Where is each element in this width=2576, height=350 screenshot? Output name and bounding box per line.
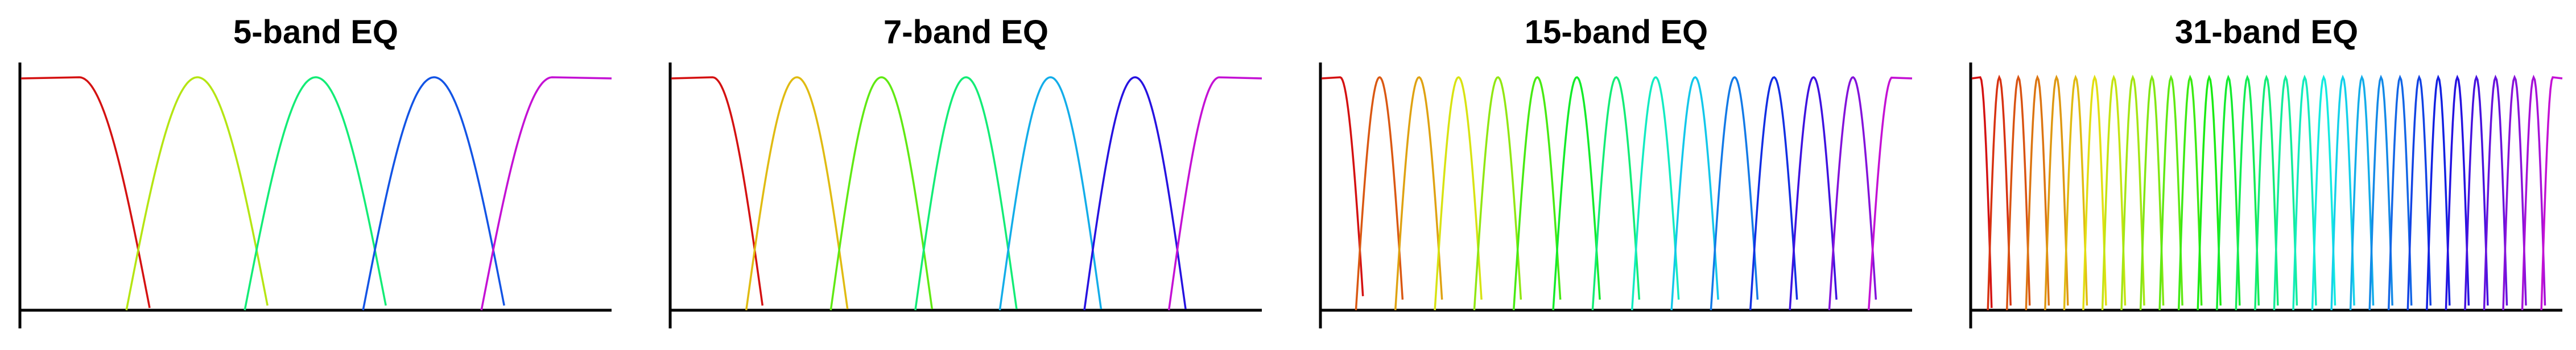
eq-panel: 31-band EQ (1969, 14, 2563, 328)
band-curve (2330, 74, 2355, 311)
band-curve (2254, 74, 2279, 311)
band-curve (2483, 74, 2508, 311)
band-curve (2216, 74, 2241, 311)
band-curve (671, 76, 764, 306)
band-curve (2292, 74, 2317, 311)
band-curve (2311, 74, 2336, 311)
band-curve (2235, 74, 2260, 311)
band-curve (2464, 74, 2489, 311)
band-curve (2044, 74, 2069, 311)
band-curve (2158, 74, 2183, 311)
band-curve (2139, 74, 2165, 311)
band-curve (2521, 74, 2546, 311)
eq-panel: 7-band EQ (668, 14, 1262, 328)
band-curve (2426, 74, 2451, 311)
band-curve (2368, 74, 2393, 311)
band-curve (2082, 74, 2107, 311)
band-curve (2349, 74, 2375, 311)
band-curve (1473, 76, 1522, 311)
band-curve (1789, 76, 1838, 311)
band-curve (1321, 76, 1364, 297)
band-curve (1630, 76, 1680, 311)
band-curve (1749, 76, 1798, 311)
band-curve (2063, 74, 2088, 311)
band-curve (2120, 74, 2145, 311)
panel-title: 5-band EQ (233, 14, 398, 51)
eq-panel: 15-band EQ (1319, 14, 1913, 328)
band-curve (1355, 76, 1404, 311)
band-curve (2177, 74, 2203, 311)
band-curve (2387, 74, 2413, 311)
band-curve (2273, 74, 2298, 311)
panel-title: 15-band EQ (1525, 14, 1708, 51)
panel-title: 7-band EQ (884, 14, 1048, 51)
band-curve (1083, 76, 1187, 311)
band-curve (2101, 74, 2127, 311)
band-curve (2445, 74, 2470, 311)
band-curve (125, 76, 269, 311)
band-curve (480, 76, 612, 311)
band-curve (829, 76, 934, 311)
band-curve (1867, 76, 1913, 311)
band-curve (1828, 76, 1877, 311)
band-curve (20, 76, 151, 309)
band-curve (2197, 74, 2222, 311)
band-curve (998, 76, 1103, 311)
panel-title: 31-band EQ (2175, 14, 2358, 51)
band-curve (914, 76, 1018, 311)
band-curve (1710, 76, 1759, 311)
band-curve (1394, 76, 1443, 311)
band-curve (2406, 74, 2432, 311)
band-curve (243, 76, 387, 311)
band-curve (362, 76, 505, 311)
band-curve (2005, 74, 2031, 311)
band-curve (1987, 74, 2012, 311)
band-curve (1167, 76, 1262, 311)
band-curve (2540, 76, 2563, 311)
band-curve (2025, 74, 2050, 311)
band-curve (745, 76, 849, 311)
eq-panel: 5-band EQ (18, 14, 612, 328)
band-curve (1552, 76, 1601, 311)
band-curve (1512, 76, 1562, 311)
band-curve (2502, 74, 2527, 311)
band-curve (1670, 76, 1719, 311)
band-curve (1434, 76, 1483, 311)
band-curve (1591, 76, 1641, 311)
